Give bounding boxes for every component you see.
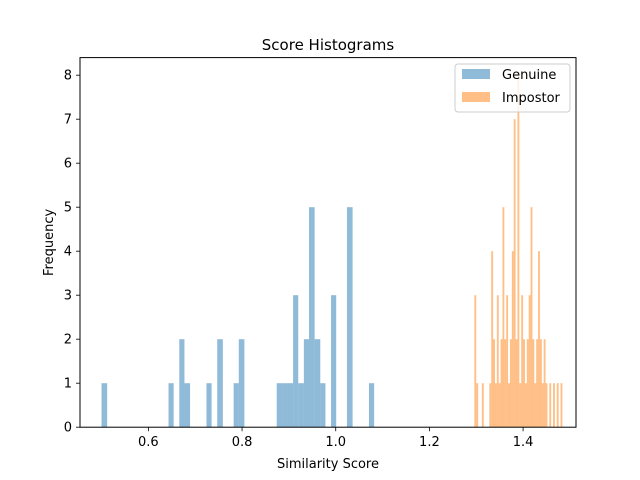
bar-impostor-3 bbox=[489, 383, 492, 428]
y-tick-label-2: 2 bbox=[64, 333, 72, 348]
legend-swatch-genuine bbox=[462, 69, 490, 79]
bar-genuine-0 bbox=[101, 383, 108, 428]
x-tick-label-4: 1.4 bbox=[513, 435, 534, 450]
bar-impostor-31 bbox=[541, 383, 544, 428]
bar-impostor-33 bbox=[545, 383, 548, 428]
bar-impostor-30 bbox=[539, 339, 542, 428]
bar-impostor-17 bbox=[515, 339, 518, 428]
bar-impostor-15 bbox=[511, 251, 514, 428]
legend-label-impostor: Impostor bbox=[502, 91, 561, 106]
bar-genuine-9 bbox=[282, 383, 288, 428]
bar-impostor-14 bbox=[509, 339, 512, 428]
bar-impostor-6 bbox=[494, 383, 497, 428]
plot-frame bbox=[79, 57, 577, 428]
bar-impostor-13 bbox=[508, 383, 510, 428]
bar-impostor-34 bbox=[549, 383, 552, 428]
bar-genuine-15 bbox=[314, 339, 321, 428]
y-tick-label-0: 0 bbox=[64, 421, 72, 436]
x-axis-ticks: 0.6 0.8 1.0 1.2 1.4 bbox=[138, 427, 533, 450]
bar-impostor-19 bbox=[519, 383, 522, 428]
bar-genuine-16 bbox=[320, 383, 326, 428]
bar-impostor-16 bbox=[513, 119, 516, 428]
bar-genuine-19 bbox=[368, 383, 375, 428]
bar-impostor-36 bbox=[556, 383, 559, 428]
bar-genuine-18 bbox=[346, 207, 353, 428]
bar-impostor-35 bbox=[553, 383, 555, 428]
legend: Genuine Impostor bbox=[454, 63, 571, 113]
bar-impostor-4 bbox=[491, 251, 494, 428]
bar-impostor-27 bbox=[534, 383, 537, 428]
bar-impostor-1 bbox=[476, 383, 479, 428]
bar-impostor-11 bbox=[504, 339, 507, 428]
bar-genuine-11 bbox=[293, 295, 299, 428]
bar-impostor-29 bbox=[538, 251, 540, 428]
y-tick-label-3: 3 bbox=[64, 289, 72, 304]
legend-swatch-impostor bbox=[462, 92, 490, 102]
bar-impostor-10 bbox=[502, 207, 505, 428]
bars-layer bbox=[101, 75, 563, 428]
bar-genuine-7 bbox=[238, 339, 245, 428]
bar-impostor-28 bbox=[536, 339, 539, 428]
bar-genuine-3 bbox=[184, 383, 191, 428]
y-tick-label-7: 7 bbox=[64, 113, 72, 128]
bar-impostor-24 bbox=[528, 295, 531, 428]
bar-impostor-26 bbox=[532, 339, 535, 428]
bar-impostor-18 bbox=[517, 75, 520, 428]
bar-genuine-17 bbox=[331, 295, 337, 428]
chart-title: Score Histograms bbox=[262, 36, 395, 54]
bar-impostor-12 bbox=[506, 295, 509, 428]
bar-impostor-2 bbox=[481, 383, 484, 428]
bar-impostor-21 bbox=[523, 339, 525, 428]
y-tick-label-6: 6 bbox=[64, 157, 72, 172]
bar-genuine-12 bbox=[298, 383, 304, 428]
x-tick-label-3: 1.2 bbox=[419, 435, 440, 450]
x-tick-label-1: 0.8 bbox=[232, 435, 253, 450]
y-tick-label-5: 5 bbox=[64, 201, 72, 216]
bar-impostor-9 bbox=[500, 339, 503, 428]
bar-impostor-5 bbox=[493, 339, 495, 428]
bar-impostor-37 bbox=[560, 383, 563, 428]
bar-genuine-13 bbox=[303, 339, 310, 428]
bar-genuine-2 bbox=[179, 339, 185, 428]
bar-genuine-6 bbox=[233, 383, 239, 428]
bar-genuine-1 bbox=[168, 383, 174, 428]
x-axis-label: Similarity Score bbox=[277, 457, 379, 472]
bar-impostor-7 bbox=[496, 295, 499, 428]
y-tick-label-8: 8 bbox=[64, 69, 72, 84]
bar-genuine-14 bbox=[309, 207, 315, 428]
bar-impostor-25 bbox=[530, 207, 533, 428]
bar-impostor-23 bbox=[526, 339, 529, 428]
bar-genuine-8 bbox=[276, 383, 283, 428]
y-axis-ticks: 0 1 2 3 4 5 6 7 8 bbox=[64, 69, 80, 436]
x-tick-label-0: 0.6 bbox=[138, 435, 159, 450]
y-tick-label-1: 1 bbox=[64, 377, 72, 392]
y-axis-label: Frequency bbox=[42, 209, 57, 276]
bar-impostor-0 bbox=[474, 295, 477, 428]
bar-genuine-4 bbox=[206, 383, 212, 428]
bar-genuine-10 bbox=[287, 383, 294, 428]
y-tick-label-4: 4 bbox=[64, 245, 72, 260]
legend-label-genuine: Genuine bbox=[502, 68, 556, 83]
bar-impostor-32 bbox=[543, 339, 546, 428]
x-tick-label-2: 1.0 bbox=[325, 435, 346, 450]
bar-impostor-8 bbox=[498, 383, 501, 428]
bar-impostor-22 bbox=[524, 383, 527, 428]
bar-genuine-5 bbox=[217, 339, 223, 428]
bar-impostor-20 bbox=[521, 295, 524, 428]
